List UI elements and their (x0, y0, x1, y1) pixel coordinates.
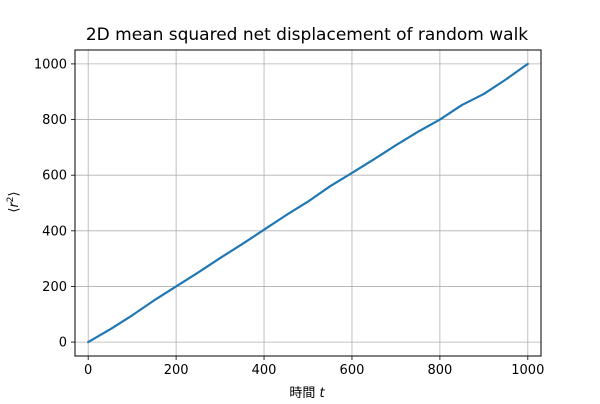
y-axis-label-exponent: 2 (6, 196, 16, 202)
series-line-1 (87, 62, 529, 344)
y-axis-label-variable: r (7, 201, 22, 208)
y-tick-label: 800 (42, 113, 67, 128)
x-tick-label: 400 (252, 363, 277, 378)
axes-frame (74, 49, 542, 357)
chart-title: 2D mean squared net displacement of rand… (86, 25, 528, 45)
y-tick-label: 400 (42, 224, 67, 239)
x-tick-label: 200 (164, 363, 189, 378)
y-axis-label-close: ⟩ (7, 191, 22, 196)
y-tick-label: 200 (42, 280, 67, 295)
x-tick-label: 600 (340, 363, 365, 378)
x-axis-label-text: 時間 (289, 386, 315, 400)
x-tick-label: 800 (427, 363, 452, 378)
y-tick-label: 1000 (34, 57, 67, 72)
y-tick-label: 600 (42, 169, 67, 184)
y-axis-label-open: ⟨ (7, 208, 22, 213)
y-axis-label: ⟨r2⟩ (6, 191, 22, 212)
grid (75, 50, 541, 356)
x-axis-label-variable: t (320, 386, 326, 400)
y-tick-label: 0 (59, 336, 67, 351)
x-tick-label: 1000 (511, 363, 544, 378)
x-axis-label: 時間 t (289, 386, 325, 400)
axis-ticks: 0 200 400 600 800 1000 0 200 400 600 800 1000 (34, 57, 544, 378)
plot-area (87, 62, 529, 344)
x-tick-label: 0 (84, 363, 92, 378)
